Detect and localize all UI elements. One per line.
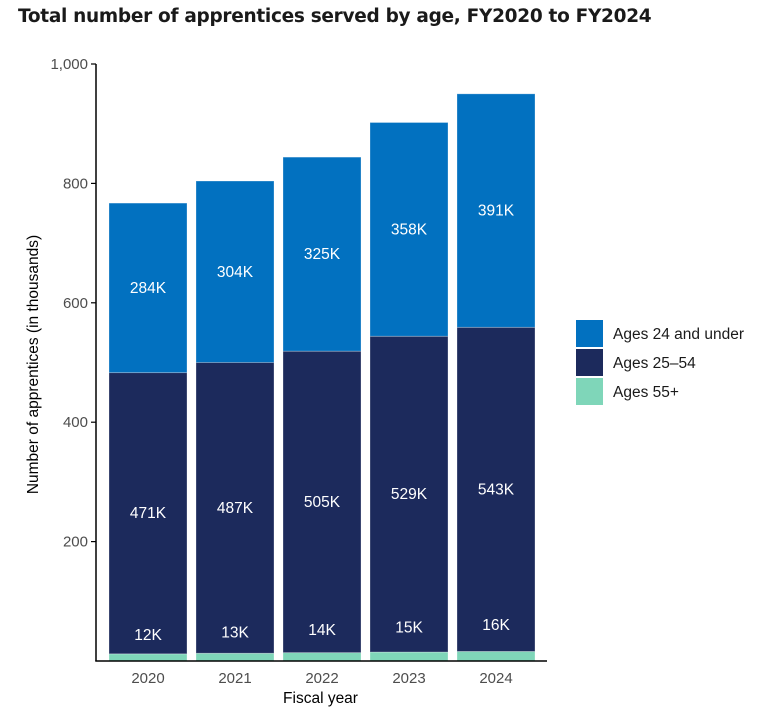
x-tick-label: 2023 (392, 670, 425, 687)
legend-swatch (576, 349, 603, 376)
bar-segment-ages-25-54-2022 (282, 350, 362, 654)
legend-label: Ages 25–54 (613, 355, 696, 372)
bar-segment-ages-24-and-under-2022 (282, 156, 362, 352)
y-tick-label: 200 (63, 534, 88, 551)
bar-value-label: 391K (478, 203, 515, 220)
x-tick-label: 2022 (305, 670, 338, 687)
x-ticks-group: 2020 2021 2022 2023 2024 (131, 670, 512, 687)
x-tick-label: 2024 (479, 670, 512, 687)
y-tick-label: 600 (63, 295, 88, 312)
y-tick-label: 1,000 (50, 56, 88, 73)
x-tick-label: 2020 (131, 670, 164, 687)
legend-swatch (576, 320, 603, 347)
axes-group (95, 64, 547, 662)
bar-segment-ages-25-54-2024 (456, 326, 536, 652)
bar-labels-group: 12K 471K 284K 13K 487K 304K 14K 505K 325K 15K 529K… (130, 203, 515, 644)
bar-segment-ages-24-and-under-2023 (369, 122, 449, 337)
bar-value-label: 325K (304, 246, 341, 263)
bar-value-label: 13K (221, 624, 249, 641)
bar-value-label: 14K (308, 622, 336, 639)
bar-segment-ages-25-54-2023 (369, 335, 449, 653)
bar-value-label: 16K (482, 617, 510, 634)
x-tick-label: 2021 (218, 670, 251, 687)
bar-segment-ages-55--2020 (108, 653, 188, 662)
bar-segment-ages-25-54-2021 (195, 362, 275, 654)
bar-value-label: 487K (217, 500, 254, 517)
legend-label: Ages 24 and under (613, 326, 744, 343)
y-ticks-group: 200 400 600 800 1,000 (50, 56, 96, 551)
bars-group (108, 93, 536, 662)
bar-value-label: 284K (130, 280, 167, 297)
y-tick-label: 800 (63, 175, 88, 192)
bar-value-label: 358K (391, 221, 428, 238)
bar-segment-ages-24-and-under-2021 (195, 180, 275, 363)
legend-label: Ages 55+ (613, 384, 679, 401)
bar-value-label: 543K (478, 481, 515, 498)
bar-segment-ages-55--2024 (456, 651, 536, 662)
bar-segment-ages-55--2023 (369, 651, 449, 662)
bar-segment-ages-55--2022 (282, 652, 362, 662)
bar-segment-ages-25-54-2020 (108, 372, 188, 655)
bar-value-label: 12K (134, 627, 162, 644)
y-axis-title: Number of apprentices (in thousands) (25, 235, 42, 494)
bar-value-label: 15K (395, 620, 423, 637)
bar-value-label: 304K (217, 264, 254, 281)
bar-value-label: 505K (304, 494, 341, 511)
chart-title: Total number of apprentices served by ag… (18, 6, 652, 27)
bar-segment-ages-24-and-under-2024 (456, 93, 536, 328)
bar-segment-ages-55--2021 (195, 652, 275, 662)
y-tick-label: 400 (63, 414, 88, 431)
x-axis-title: Fiscal year (283, 690, 358, 707)
bar-segment-ages-24-and-under-2020 (108, 202, 188, 374)
legend: Ages 24 and under Ages 25–54 Ages 55+ (576, 320, 744, 405)
bar-value-label: 529K (391, 486, 428, 503)
legend-swatch (576, 378, 603, 405)
bar-value-label: 471K (130, 505, 167, 522)
